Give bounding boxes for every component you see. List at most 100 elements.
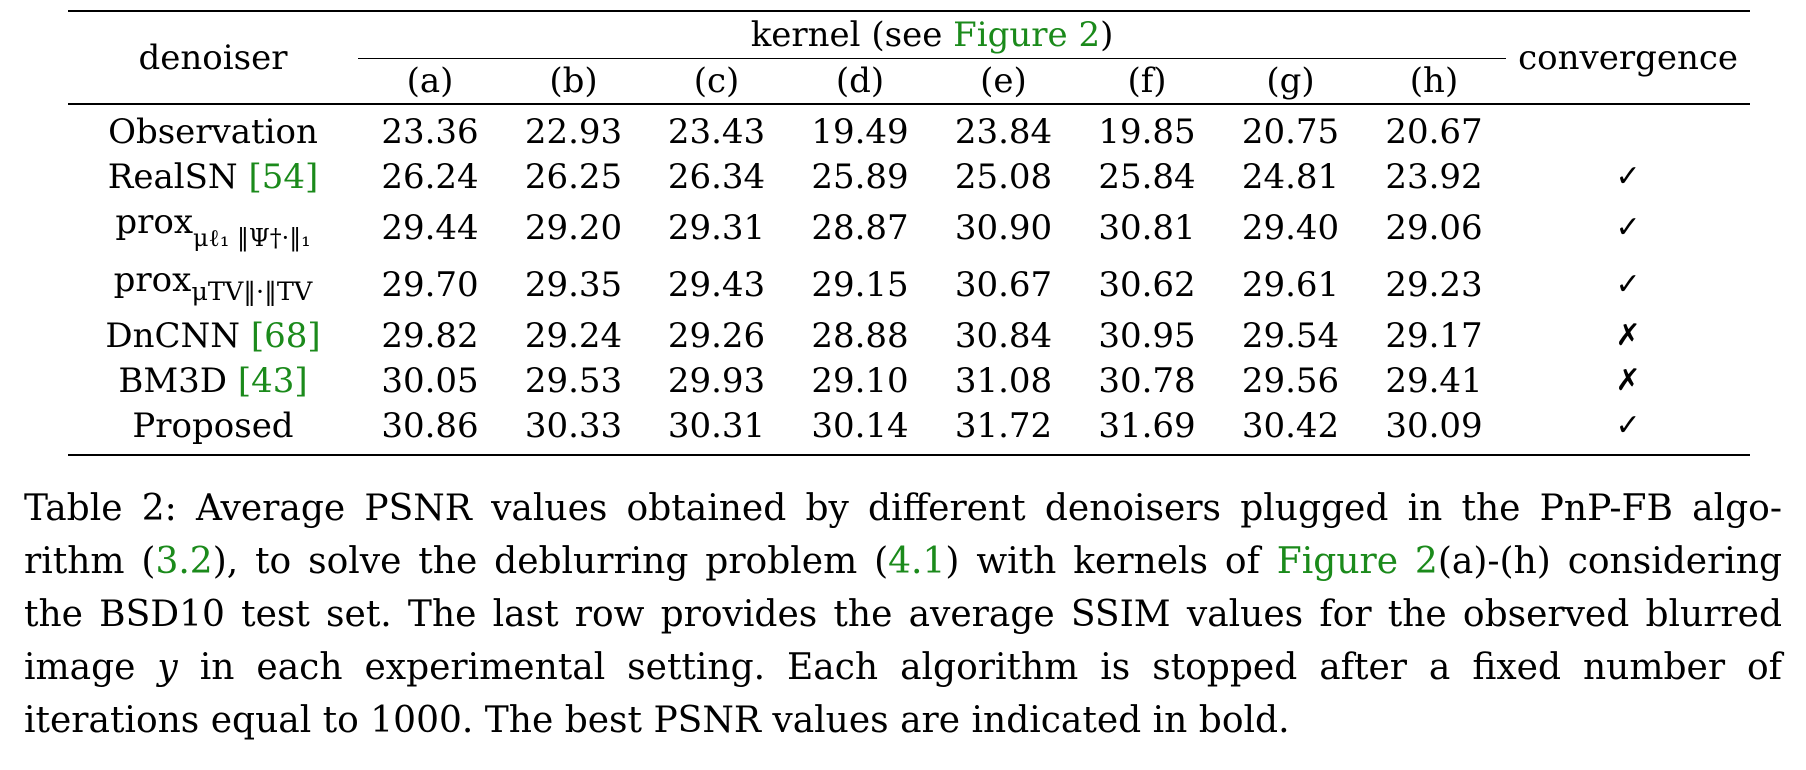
results-table-container: denoiser kernel (see Figure 2) convergen…: [68, 10, 1751, 456]
table-cell: 25.84: [1098, 156, 1196, 197]
figure-2-link[interactable]: Figure 2: [953, 15, 1101, 55]
caption-line-1: Table 2: Average PSNR values obtained by…: [24, 488, 1782, 529]
table-cell: 25.08: [954, 156, 1053, 197]
row-denoiser-name: Observation: [68, 103, 358, 154]
caption-text: in each experimental setting. Each algor…: [177, 647, 1782, 688]
row-denoiser-name: DnCNN [68]: [68, 313, 358, 358]
table-cell: 19.49: [788, 103, 932, 154]
convergence-check-icon: ✓: [1615, 209, 1641, 245]
figure-ref-link[interactable]: Figure 2: [1276, 541, 1438, 582]
table-cell-best: 30.42: [1219, 403, 1362, 456]
row-denoiser-name: proxμTV‖·‖TV: [68, 256, 358, 313]
citation-link[interactable]: [68]: [250, 315, 321, 356]
table-row: Observation 23.36 22.93 23.43 19.49 23.8…: [68, 103, 1751, 154]
header-denoiser: denoiser: [68, 10, 358, 104]
header-kernel-h: (h): [1409, 61, 1459, 101]
table-cell: 30.95: [1098, 315, 1196, 356]
table-cell: 26.24: [381, 156, 479, 197]
table-cell: 29.93: [667, 360, 766, 401]
row-denoiser-name: Proposed: [68, 403, 358, 456]
caption-text: (a)-(h) considering: [1437, 541, 1783, 582]
table-cell-best: 31.69: [1075, 403, 1219, 456]
table-cell: 29.41: [1385, 360, 1483, 401]
table-cell-best: 30.14: [788, 403, 932, 456]
table-cell: 29.70: [381, 264, 479, 305]
header-kernel-d: (d): [835, 61, 885, 101]
equation-ref-link[interactable]: 3.2: [155, 541, 213, 582]
header-kernel-e: (e): [980, 61, 1027, 101]
table-cell: 29.54: [1241, 315, 1340, 356]
table-row: DnCNN [68] 29.82 29.24 29.26 28.88 30.84…: [68, 313, 1750, 358]
table-cell: 30.05: [381, 360, 479, 401]
table-row: Proposed 30.86 30.33 30.31 30.14 31.72 3…: [68, 403, 1751, 456]
table-cell: 30.62: [1098, 264, 1196, 305]
psnr-results-table: denoiser kernel (see Figure 2) convergen…: [68, 10, 1751, 456]
table-cell-best: 30.09: [1362, 403, 1507, 456]
table-cell: 29.15: [811, 264, 909, 305]
citation-link[interactable]: [43]: [237, 360, 308, 401]
header-kernel: kernel (see Figure 2): [358, 10, 1507, 59]
table-row: proxμℓ₁ ‖Ψ†·‖₁ 29.44 29.20 29.31 28.87 3…: [68, 199, 1750, 256]
header-convergence: convergence: [1506, 10, 1751, 104]
table-cell: 20.75: [1219, 103, 1362, 154]
table-cell: 29.35: [524, 264, 623, 305]
table-cell: 23.36: [358, 103, 502, 154]
table-cell: 29.20: [524, 207, 623, 248]
convergence-cell: [1506, 103, 1751, 154]
caption-line-2: rithm (3.2), to solve the deblurring pro…: [24, 535, 1782, 588]
header-kernel-suffix: ): [1100, 15, 1114, 55]
table-header-row-2: (a) (b) (c) (d) (e) (f) (g) (h): [68, 59, 1750, 105]
table-cell: 29.53: [524, 360, 623, 401]
header-kernel-a: (a): [406, 61, 454, 101]
denoiser-label: RealSN: [107, 156, 249, 197]
table-cell-best: 30.31: [645, 403, 788, 456]
row-denoiser-name: BM3D [43]: [68, 358, 358, 403]
table-cell: 30.78: [1098, 360, 1196, 401]
denoiser-label: DnCNN: [105, 315, 251, 356]
table-row: proxμTV‖·‖TV 29.70 29.35 29.43 29.15 30.…: [68, 256, 1750, 313]
denoiser-label: prox: [113, 260, 192, 301]
convergence-check-icon: ✓: [1506, 403, 1751, 456]
citation-link[interactable]: [54]: [248, 156, 319, 197]
table-cell: 24.81: [1241, 156, 1340, 197]
header-kernel-b: (b): [549, 61, 598, 101]
caption-text: rithm (: [24, 541, 156, 582]
table-cell: 29.56: [1241, 360, 1340, 401]
equation-ref-link[interactable]: 4.1: [888, 541, 946, 582]
caption-line-4: image y in each experimental setting. Ea…: [24, 641, 1782, 694]
table-cell: 26.25: [524, 156, 623, 197]
table-cell: 29.82: [381, 315, 479, 356]
table-row: RealSN [54] 26.24 26.25 26.34 25.89 25.0…: [68, 154, 1750, 199]
table-cell: 29.26: [667, 315, 766, 356]
table-caption: Table 2: Average PSNR values obtained by…: [24, 482, 1782, 747]
header-kernel-prefix: kernel (see: [750, 15, 954, 55]
header-kernel-c: (c): [693, 61, 740, 101]
table-cell: 29.44: [381, 207, 479, 248]
header-kernel-g: (g): [1266, 61, 1315, 101]
table-cell-best: 30.33: [502, 403, 645, 456]
convergence-check-icon: ✓: [1615, 158, 1641, 194]
table-header-row-1: denoiser kernel (see Figure 2) convergen…: [68, 10, 1751, 104]
caption-text: ) with kernels of: [945, 541, 1277, 582]
table-cell: 30.67: [954, 264, 1053, 305]
caption-line-3: the BSD10 test set. The last row provide…: [24, 594, 1782, 635]
convergence-cross-icon: ✗: [1615, 362, 1641, 398]
table-cell: 29.23: [1385, 264, 1483, 305]
caption-line-5: iterations equal to 1000. The best PSNR …: [24, 700, 1290, 741]
table-cell: 30.84: [954, 315, 1053, 356]
denoiser-label: prox: [115, 201, 194, 242]
table-cell: 26.34: [667, 156, 766, 197]
denoiser-label: BM3D: [118, 360, 238, 401]
table-row: BM3D [43] 30.05 29.53 29.93 29.10 31.08 …: [68, 358, 1750, 403]
table-cell: 29.43: [667, 264, 766, 305]
table-cell: 23.43: [645, 103, 788, 154]
denoiser-subscript: μℓ₁ ‖Ψ†·‖₁: [193, 223, 311, 252]
row-denoiser-name: RealSN [54]: [68, 154, 358, 199]
table-cell: 19.85: [1075, 103, 1219, 154]
table-cell: 22.93: [502, 103, 645, 154]
table-cell: 29.10: [811, 360, 909, 401]
table-cell: 20.67: [1362, 103, 1507, 154]
table-cell: 25.89: [811, 156, 909, 197]
row-denoiser-name: proxμℓ₁ ‖Ψ†·‖₁: [68, 199, 358, 256]
table-cell: 29.24: [524, 315, 623, 356]
